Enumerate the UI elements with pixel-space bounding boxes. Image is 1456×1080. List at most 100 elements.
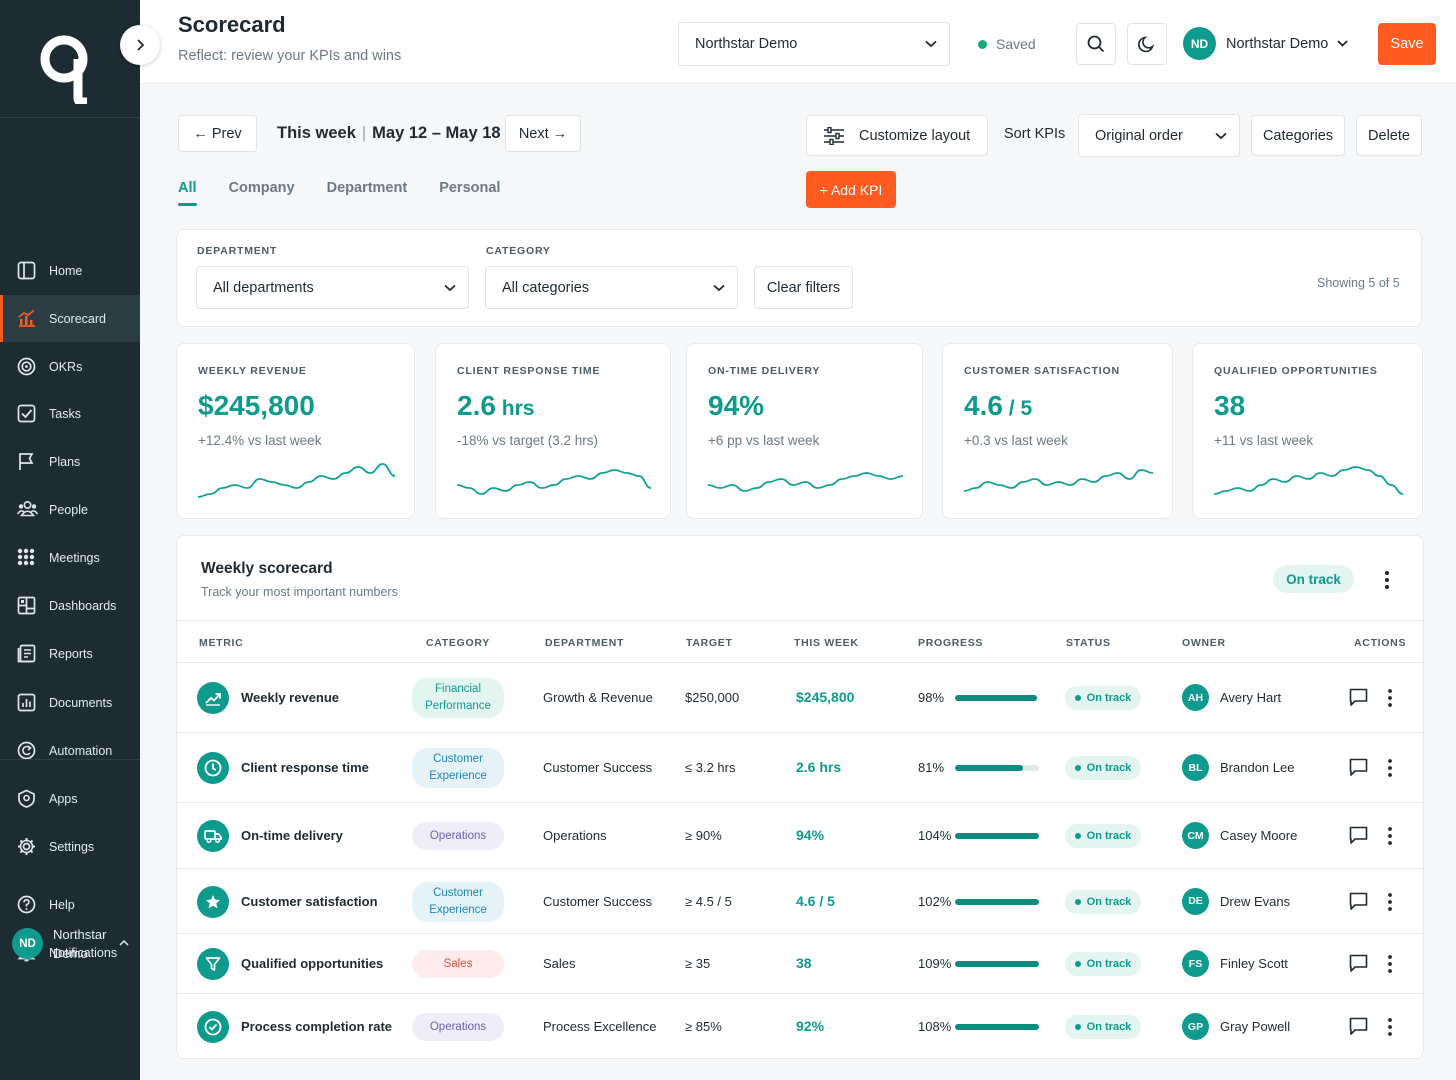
collapse-sidebar-button[interactable] [120,25,160,65]
moon-icon [1138,36,1155,53]
row-more-button[interactable] [1386,688,1394,708]
kpi-card[interactable]: CLIENT RESPONSE TIME 2.6 hrs -18% vs targe… [435,343,671,519]
categories-button[interactable]: Categories [1251,115,1345,156]
sidebar-item-okrs[interactable]: OKRs [0,343,140,390]
sidebar-item-meetings[interactable]: Meetings [0,534,140,581]
kpi-card[interactable]: WEEKLY REVENUE $245,800 +12.4% vs last wee… [176,343,415,519]
comment-button[interactable] [1349,826,1368,845]
column-header-target: TARGET [686,637,733,649]
avatar: AH [1182,684,1209,711]
department-filter-select[interactable]: All departments [196,266,469,309]
tab-department[interactable]: Department [326,180,408,196]
department-filter-label: DEPARTMENT [197,245,278,257]
more-vertical-icon [1388,827,1392,845]
sidebar-item-documents[interactable]: Documents [0,679,140,726]
sidebar-item-dashboards[interactable]: Dashboards [0,582,140,629]
sidebar-item-home[interactable]: Home [0,247,140,294]
customize-layout-button[interactable]: Customize layout [806,115,988,156]
metric-name[interactable]: Client response time [241,760,369,775]
comment-icon [1349,1017,1368,1035]
kpi-delta: -18% vs target (3.2 hrs) [457,433,599,448]
row-more-button[interactable] [1386,826,1394,846]
status-dot-icon [1074,898,1081,905]
workspace-select-value: Northstar Demo [695,36,798,52]
clock-icon [204,759,222,777]
sidebar-divider [0,759,140,760]
sidebar-item-scorecard[interactable]: Scorecard [0,295,140,342]
progress-bar [955,898,1039,905]
status-label: On track [1086,830,1132,842]
add-kpi-button[interactable]: + Add KPI [806,171,896,208]
avatar: ND [1183,27,1216,60]
table-row: Client response time Customer Experience C… [177,732,1425,802]
comment-button[interactable] [1349,954,1368,973]
logo-mark-icon [40,35,88,104]
sidebar-item-tasks[interactable]: Tasks [0,390,140,437]
comment-button[interactable] [1349,688,1368,707]
scope-tabs: All Company Department Personal [178,180,532,206]
sidebar-item-plans[interactable]: Plans [0,438,140,485]
sidebar-user[interactable]: ND Northstar Demo [12,925,132,965]
progress-label: 81% [918,760,945,775]
sort-kpis-select[interactable]: Original order [1078,114,1240,157]
grid-dots-icon [17,548,35,566]
kpi-card[interactable]: CUSTOMER SATISFACTION 4.6 / 5 +0.3 vs last… [942,343,1173,519]
sidebar-item-label: Home [49,263,83,278]
metric-name[interactable]: Process completion rate [241,1019,392,1034]
sidebar-item-label: People [49,502,88,517]
next-week-button[interactable]: Next → [505,115,581,152]
target-cell: ≥ 85% [685,1019,722,1034]
sidebar-item-help[interactable]: Help [0,881,140,928]
kpi-label: WEEKLY REVENUE [198,365,307,377]
delete-button[interactable]: Delete [1356,115,1422,156]
metric-name[interactable]: Customer satisfaction [241,893,378,909]
tab-all[interactable]: All [178,180,197,206]
comment-button[interactable] [1349,1017,1368,1036]
row-more-button[interactable] [1386,758,1394,778]
chevron-right-icon [137,39,144,51]
dark-mode-button[interactable] [1127,23,1167,65]
sidebar-item-people[interactable]: People [0,486,140,533]
comment-button[interactable] [1349,892,1368,911]
user-menu[interactable]: ND Northstar Demo [1183,27,1348,60]
tab-personal[interactable]: Personal [439,180,501,196]
this-week-value: 92% [796,1018,825,1034]
this-week-value: 2.6 hrs [796,759,842,775]
help-icon [17,895,36,914]
metric-name[interactable]: Weekly revenue [241,690,340,705]
comment-button[interactable] [1349,758,1368,777]
kpi-card[interactable]: ON-TIME DELIVERY 94% +6 pp vs last week [686,343,923,519]
save-button[interactable]: Save [1378,23,1436,65]
avatar: BL [1182,754,1209,781]
sidebar-item-reports[interactable]: Reports [0,630,140,677]
clear-filters-button[interactable]: Clear filters [754,266,853,309]
scorecard-status-badge: On track [1273,565,1354,593]
workspace-select[interactable]: Northstar Demo [678,22,950,66]
target-cell: $250,000 [685,690,740,705]
metric-name[interactable]: Qualified opportunities [241,956,384,971]
metric-name[interactable]: On-time delivery [241,828,343,843]
status-dot-icon [1074,695,1081,701]
kpi-value: 38 [1214,390,1245,422]
bar-chart-icon [17,309,36,328]
sidebar-item-apps[interactable]: Apps [0,775,140,822]
owner-name: Finley Scott [1220,956,1288,971]
row-more-button[interactable] [1386,954,1394,974]
tab-company[interactable]: Company [228,180,295,196]
search-button[interactable] [1076,23,1116,65]
status-label: On track [1086,762,1132,774]
comment-icon [1349,892,1368,910]
sidebar-item-settings[interactable]: Settings [0,823,140,870]
sidebar-item-label: Dashboards [49,598,117,613]
row-more-button[interactable] [1386,1017,1394,1037]
kpi-number: 4.6 [964,390,1003,421]
row-more-button[interactable] [1386,892,1394,912]
sidebar-item-automation[interactable]: Automation [0,727,140,774]
scorecard-more-button[interactable] [1381,569,1393,591]
progress-bar [955,833,1039,839]
department-filter-value: All departments [213,279,314,296]
category-filter-select[interactable]: All categories [485,266,738,309]
prev-week-button[interactable]: ← Prev [178,115,257,152]
kpi-card[interactable]: QUALIFIED OPPORTUNITIES 38 +11 vs last wee… [1192,343,1423,519]
category-badge: Operations [412,1013,504,1041]
